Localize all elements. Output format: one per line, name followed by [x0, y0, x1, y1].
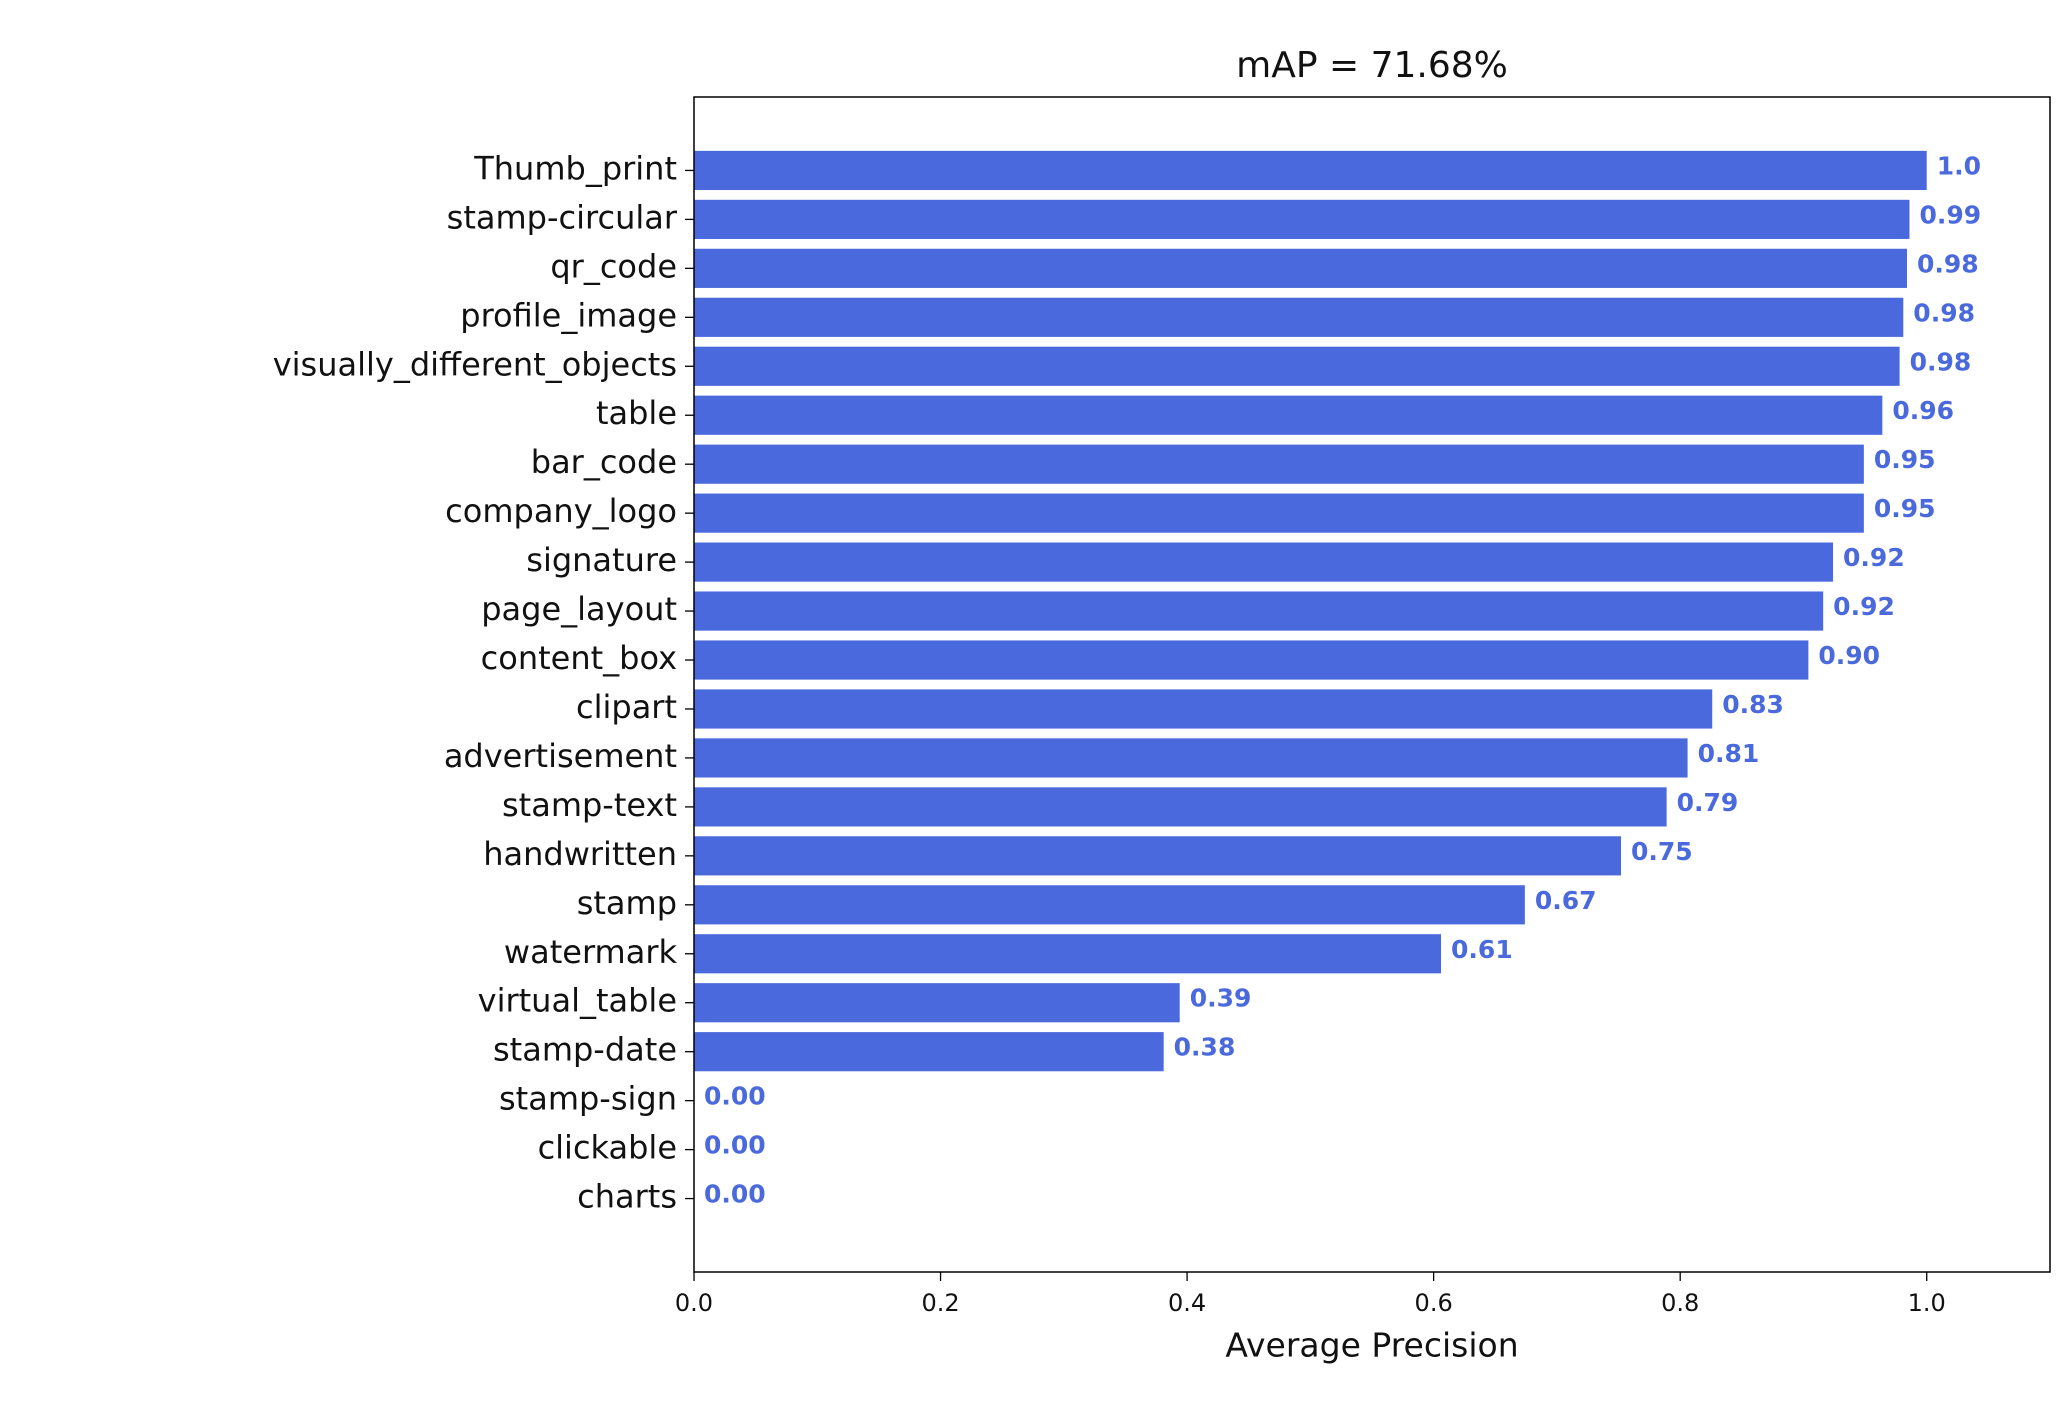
value-label: 0.38 — [1174, 1033, 1236, 1062]
x-tick-label: 0.6 — [1415, 1289, 1453, 1317]
bar — [694, 395, 1883, 435]
value-label: 0.61 — [1451, 935, 1513, 964]
bar — [694, 346, 1900, 386]
bar — [694, 836, 1622, 876]
value-label: 0.92 — [1843, 543, 1905, 572]
value-label: 0.67 — [1535, 886, 1597, 915]
bar — [694, 444, 1864, 484]
bar — [694, 493, 1864, 533]
y-tick-label: content_box — [481, 639, 677, 677]
x-tick-label: 0.0 — [675, 1289, 713, 1317]
chart-title: mAP = 71.68% — [1236, 45, 1508, 86]
value-label: 0.00 — [704, 1180, 766, 1209]
y-tick-label: stamp-sign — [499, 1080, 677, 1118]
y-tick-label: stamp-circular — [447, 198, 678, 236]
plot-frame — [693, 96, 2051, 1273]
value-label: 0.96 — [1892, 396, 1954, 425]
y-tick-label: stamp — [577, 884, 677, 922]
y-tick-label: table — [596, 394, 677, 432]
y-tick-label: signature — [526, 541, 677, 579]
value-label: 0.90 — [1818, 641, 1880, 670]
bar — [694, 738, 1688, 778]
y-tick-label: Thumb_print — [473, 149, 677, 187]
value-label: 0.95 — [1874, 494, 1936, 523]
y-tick-label: visually_different_objects — [273, 345, 677, 383]
bar — [694, 199, 1910, 239]
y-tick-label: clipart — [576, 688, 677, 726]
y-tick-label: clickable — [538, 1129, 677, 1167]
x-tick-label: 1.0 — [1908, 1289, 1946, 1317]
value-label: 0.92 — [1833, 592, 1895, 621]
value-label: 0.98 — [1913, 298, 1975, 327]
value-label: 0.39 — [1190, 984, 1252, 1013]
bar — [694, 591, 1824, 631]
bar — [694, 297, 1904, 337]
value-label: 0.79 — [1677, 788, 1739, 817]
y-tick-label: qr_code — [550, 247, 677, 285]
value-label: 0.00 — [704, 1082, 766, 1111]
y-tick-label: stamp-text — [502, 786, 677, 824]
y-tick-label: profile_image — [460, 296, 677, 334]
y-tick-label: bar_code — [531, 443, 677, 481]
y-tick-label: stamp-date — [493, 1031, 677, 1069]
y-tick-label: company_logo — [445, 492, 677, 530]
value-label: 0.00 — [704, 1131, 766, 1160]
bar — [694, 885, 1525, 925]
value-label: 0.99 — [1919, 200, 1981, 229]
bar — [694, 542, 1834, 582]
value-label: 1.0 — [1937, 151, 1981, 180]
bar — [694, 934, 1442, 974]
y-tick-label: handwritten — [483, 835, 677, 873]
bar — [694, 689, 1713, 729]
y-tick-label: charts — [577, 1178, 677, 1216]
value-label: 0.98 — [1917, 249, 1979, 278]
bar — [694, 248, 1908, 288]
bar — [694, 150, 1927, 191]
y-tick-label: advertisement — [444, 737, 677, 775]
value-label: 0.98 — [1910, 347, 1972, 376]
value-label: 0.81 — [1698, 739, 1760, 768]
bar — [694, 1032, 1164, 1072]
value-label: 0.95 — [1874, 445, 1936, 474]
y-tick-label: watermark — [504, 933, 678, 971]
bar — [694, 983, 1180, 1023]
bar — [694, 640, 1809, 680]
x-axis-label: Average Precision — [1225, 1326, 1518, 1365]
x-tick-label: 0.2 — [921, 1289, 959, 1317]
value-label: 0.75 — [1631, 837, 1693, 866]
x-tick-label: 0.4 — [1168, 1289, 1206, 1317]
y-tick-label: virtual_table — [478, 982, 677, 1020]
y-tick-label: page_layout — [481, 590, 677, 628]
value-label: 0.83 — [1722, 690, 1784, 719]
x-tick-label: 0.8 — [1661, 1289, 1699, 1317]
bar — [694, 787, 1667, 827]
